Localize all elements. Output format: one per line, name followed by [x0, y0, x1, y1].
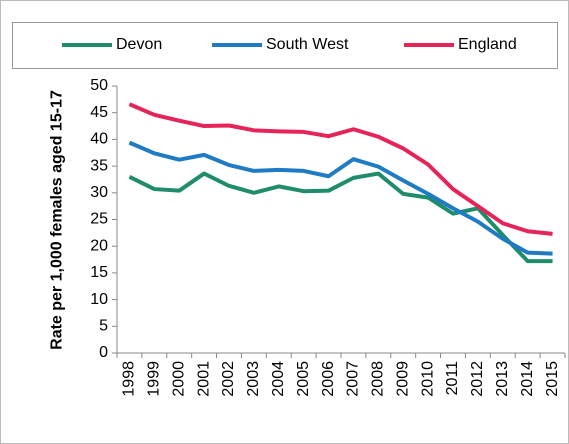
y-tick-label: 0: [99, 344, 108, 361]
x-tick-label: 2004: [270, 361, 287, 397]
x-tick-label: 2001: [195, 361, 212, 397]
x-tick-label: 1999: [146, 361, 163, 397]
x-tick-label: 2015: [544, 361, 561, 397]
series-line: [128, 102, 553, 236]
y-tick-label: 20: [90, 237, 108, 254]
legend-box: [12, 22, 558, 69]
legend-label: England: [458, 36, 517, 53]
x-tick-label: 2002: [220, 361, 237, 397]
x-tick-label: 2011: [444, 361, 461, 396]
x-tick-label: 2008: [370, 361, 387, 397]
x-tick-label: 2014: [519, 361, 536, 397]
x-tick-label: 2009: [394, 361, 411, 397]
y-tick-label: 25: [90, 211, 108, 228]
y-axis-label: Rate per 1,000 females aged 15-17: [48, 90, 66, 350]
y-tick-label: 35: [90, 157, 108, 174]
x-tick-label: 1998: [121, 361, 138, 397]
y-tick-label: 10: [90, 291, 108, 308]
x-tick-label: 2005: [295, 361, 312, 397]
y-tick-label: 45: [90, 104, 108, 121]
x-tick-label: 2013: [494, 361, 511, 397]
y-tick-label: 15: [90, 264, 108, 281]
y-tick-label: 40: [90, 131, 108, 148]
y-tick-label: 50: [90, 77, 108, 94]
x-tick-label: 2006: [320, 361, 337, 397]
series-line: [128, 171, 553, 264]
y-tick-label: 30: [90, 184, 108, 201]
x-tick-label: 2007: [345, 361, 362, 397]
series-line: [128, 140, 553, 256]
x-tick-label: 2000: [170, 361, 187, 397]
x-tick-label: 2012: [469, 361, 486, 397]
y-tick-label: 5: [99, 318, 108, 335]
legend-label: South West: [266, 36, 349, 53]
legend-label: Devon: [116, 36, 162, 53]
x-tick-label: 2003: [245, 361, 262, 397]
x-tick-label: 2010: [419, 361, 436, 397]
